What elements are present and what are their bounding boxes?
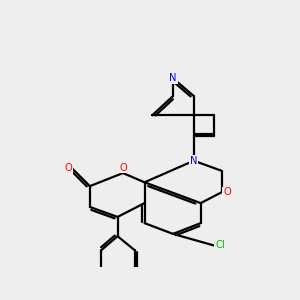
Text: O: O (64, 164, 72, 173)
Text: N: N (169, 74, 177, 83)
Text: O: O (119, 163, 127, 173)
Text: O: O (223, 187, 231, 197)
Text: Cl: Cl (215, 240, 225, 250)
Text: N: N (190, 156, 197, 166)
